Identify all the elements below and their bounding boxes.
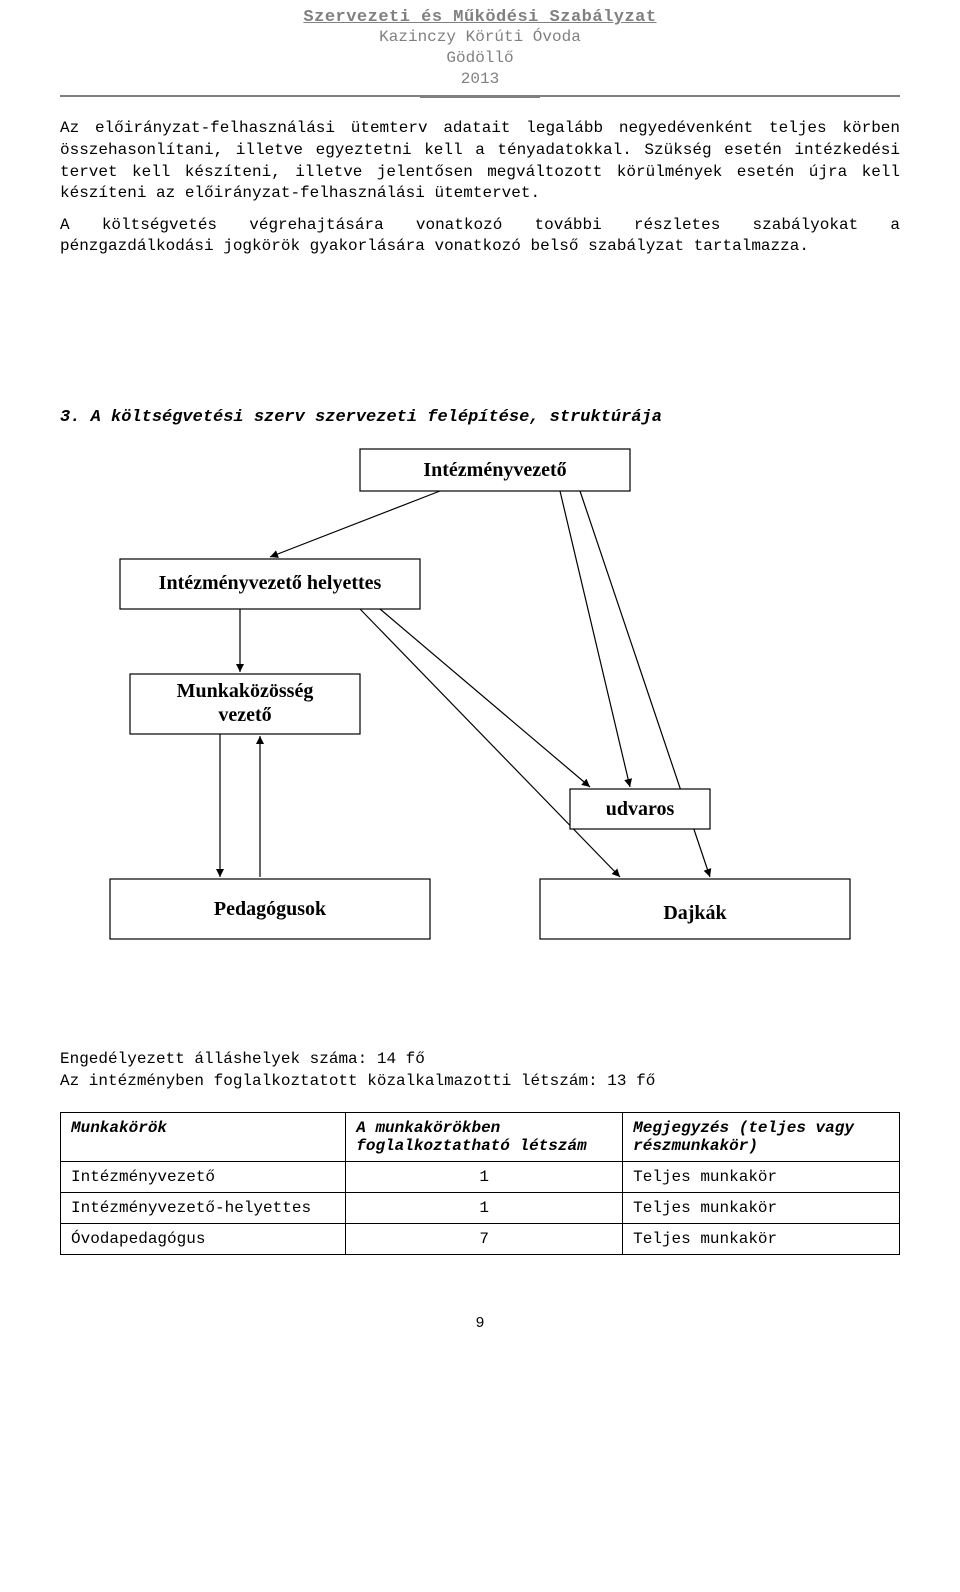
table-cell: 7 xyxy=(346,1224,623,1255)
org-node-n5: Pedagógusok xyxy=(110,879,430,939)
table-cell: Intézményvezető xyxy=(61,1162,346,1193)
arrowhead-icon xyxy=(216,869,224,877)
svg-text:Pedagógusok: Pedagógusok xyxy=(214,898,327,920)
table-header-row: Munkakörök A munkakörökben foglalkoztath… xyxy=(61,1113,900,1162)
arrowhead-icon xyxy=(236,664,244,672)
org-chart: Intézményvezető Intézményvezető helyettes… xyxy=(60,439,900,1019)
table-cell: Teljes munkakör xyxy=(623,1162,900,1193)
svg-text:vezető: vezető xyxy=(218,704,271,726)
table-cell: Intézményvezető-helyettes xyxy=(61,1193,346,1224)
org-edge xyxy=(270,491,440,557)
table-row: Intézményvezető-helyettes1Teljes munkakö… xyxy=(61,1193,900,1224)
approved-positions: Engedélyezett álláshelyek száma: 14 fő xyxy=(60,1049,900,1071)
svg-text:Intézményvezető: Intézményvezető xyxy=(423,459,566,481)
table-cell: Óvodapedagógus xyxy=(61,1224,346,1255)
svg-text:udvaros: udvaros xyxy=(606,798,675,820)
org-node-n6: Dajkák xyxy=(540,879,850,939)
header-rule-small xyxy=(420,97,540,98)
arrowhead-icon xyxy=(256,736,264,744)
svg-text:Munkaközösség: Munkaközösség xyxy=(177,680,314,702)
arrowhead-icon xyxy=(624,778,632,787)
svg-text:Intézményvezető helyettes: Intézményvezető helyettes xyxy=(159,572,382,594)
header-line4: 2013 xyxy=(60,69,900,90)
table-cell: 1 xyxy=(346,1193,623,1224)
page-number: 9 xyxy=(60,1315,900,1332)
header-line3: Gödöllő xyxy=(60,48,900,69)
header-title: Szervezeti és Működési Szabályzat xyxy=(60,8,900,27)
org-node-n4: udvaros xyxy=(570,789,710,829)
table-row: Intézményvezető1Teljes munkakör xyxy=(61,1162,900,1193)
org-edge xyxy=(380,609,590,787)
svg-text:Dajkák: Dajkák xyxy=(663,902,727,924)
table-row: Óvodapedagógus7Teljes munkakör xyxy=(61,1224,900,1255)
post-chart-block: Engedélyezett álláshelyek száma: 14 fő A… xyxy=(60,1049,900,1092)
section-title: 3. A költségvetési szerv szervezeti felé… xyxy=(60,408,900,427)
table-cell: Teljes munkakör xyxy=(623,1224,900,1255)
header-line2: Kazinczy Körúti Óvoda xyxy=(60,27,900,48)
paragraph-2: A költségvetés végrehajtására vonatkozó … xyxy=(60,215,900,258)
org-node-n3: Munkaközösségvezető xyxy=(130,674,360,734)
paragraph-1: Az előirányzat-felhasználási ütemterv ad… xyxy=(60,118,900,204)
table-cell: Teljes munkakör xyxy=(623,1193,900,1224)
employed-count: Az intézményben foglalkoztatott közalkal… xyxy=(60,1071,900,1093)
positions-table: Munkakörök A munkakörökben foglalkoztath… xyxy=(60,1112,900,1255)
col-header-role: Munkakörök xyxy=(61,1113,346,1162)
org-node-n2: Intézményvezető helyettes xyxy=(120,559,420,609)
page-header: Szervezeti és Működési Szabályzat Kazinc… xyxy=(60,0,900,89)
org-node-n1: Intézményvezető xyxy=(360,449,630,491)
org-edge xyxy=(360,609,620,877)
col-header-count: A munkakörökben foglalkoztatható létszám xyxy=(346,1113,623,1162)
arrowhead-icon xyxy=(704,868,712,877)
table-cell: 1 xyxy=(346,1162,623,1193)
col-header-note: Megjegyzés (teljes vagy részmunkakör) xyxy=(623,1113,900,1162)
